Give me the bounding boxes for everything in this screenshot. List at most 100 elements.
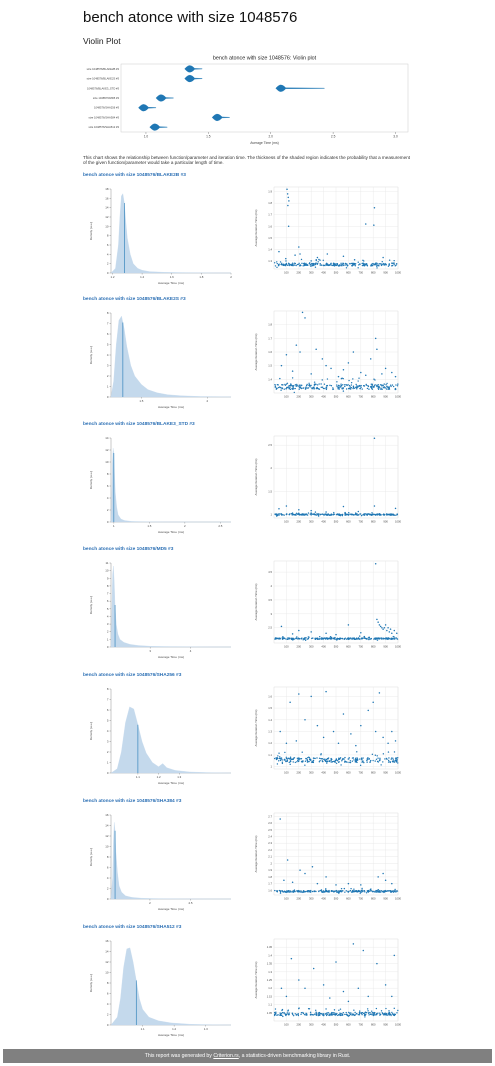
- regression-point: [368, 388, 370, 390]
- violin-category-label: size 1048576/BLAKE2B #3: [87, 67, 120, 71]
- regression-point: [379, 1012, 381, 1014]
- regression-point: [346, 264, 348, 266]
- regression-ytick-label: 1.8: [268, 875, 272, 879]
- regression-point: [382, 386, 385, 389]
- bench-link-sha512[interactable]: bench atonce with size 1048576/SHA512 #3: [83, 925, 182, 930]
- regression-point: [329, 1014, 331, 1017]
- regression-point: [298, 979, 300, 981]
- criterion-link[interactable]: Criterion.rs: [213, 1053, 239, 1059]
- regression-point: [288, 264, 290, 266]
- regression-point: [302, 639, 304, 641]
- regression-point: [340, 764, 342, 766]
- regression-point: [304, 760, 307, 762]
- regression-point: [369, 1013, 372, 1016]
- regression-point: [353, 1014, 356, 1017]
- regression-xtick-label: 400: [321, 520, 326, 524]
- regression-point: [357, 380, 359, 382]
- regression-point: [296, 757, 299, 760]
- pdf-xtick-label: 1.8: [199, 275, 203, 279]
- regression-point: [372, 1014, 375, 1017]
- bench-link-sha256[interactable]: bench atonce with size 1048576/SHA256 #3: [83, 673, 182, 678]
- regression-point: [293, 890, 296, 893]
- bench-title-blake2s[interactable]: bench atonce with size 1048576/BLAKE2S #…: [83, 297, 186, 302]
- regression-point: [329, 637, 332, 639]
- regression-point: [325, 511, 327, 513]
- regression-ytick-label: 1.6: [268, 888, 272, 892]
- regression-point: [378, 514, 381, 516]
- regression-point: [355, 890, 357, 893]
- regression-point: [338, 265, 340, 267]
- regression-point: [289, 761, 291, 763]
- regression-ytick-label: 1.35: [267, 962, 273, 966]
- regression-point: [356, 387, 358, 389]
- regression-point: [357, 514, 360, 516]
- bench-link-blake3-std[interactable]: bench atonce with size 1048576/BLAKE3_ST…: [83, 422, 195, 427]
- regression-ylabel: Average Iteration Time (ms): [254, 836, 258, 873]
- regression-point: [298, 693, 300, 695]
- regression-point: [390, 385, 392, 388]
- regression-point: [397, 1009, 399, 1012]
- bench-link-sha384[interactable]: bench atonce with size 1048576/SHA384 #3: [83, 799, 182, 804]
- regression-point: [285, 756, 287, 758]
- regression-point: [322, 1014, 325, 1017]
- regression-point: [277, 264, 280, 267]
- regression-ylabel: Average Iteration Time (ms): [254, 710, 258, 747]
- regression-point: [316, 637, 319, 640]
- pdf-ytick-label: 6: [107, 992, 109, 996]
- bench-link-md5[interactable]: bench atonce with size 1048576/MD5 #3: [83, 547, 174, 552]
- regression-xtick-label: 500: [334, 771, 339, 775]
- regression-point: [296, 761, 298, 763]
- pdf-ytick-label: 16: [105, 939, 109, 943]
- bench-title-blake2b[interactable]: bench atonce with size 1048576/BLAKE2B #…: [83, 173, 186, 178]
- regression-ytick-label: 1.4: [268, 247, 272, 251]
- regression-point: [344, 513, 347, 516]
- regression-point: [340, 383, 342, 385]
- pdf-ytick-label: 8: [107, 472, 109, 476]
- regression-point: [289, 388, 292, 391]
- regression-point: [370, 637, 373, 640]
- regression-xtick-label: 300: [309, 897, 314, 901]
- bench-title-sha384[interactable]: bench atonce with size 1048576/SHA384 #3: [83, 799, 181, 804]
- pdf-ytick-label: 8: [107, 687, 109, 691]
- pdf-xlabel: Average Time (ms): [158, 907, 184, 911]
- regression-point: [281, 262, 283, 265]
- pdf-ytick-label: 6: [107, 599, 109, 603]
- regression-point: [295, 264, 297, 267]
- regression-point: [302, 265, 304, 267]
- bench-title-sha512[interactable]: bench atonce with size 1048576/SHA512 #3: [83, 925, 181, 930]
- regression-point: [372, 701, 374, 703]
- regression-point: [297, 757, 300, 759]
- regression-point: [292, 386, 295, 388]
- pdf-chart-sha512: 0 2 4 6 8 10 12 14 16 1.1 1.2 1.3 Average Time (ms) D…: [89, 939, 232, 1037]
- regression-point: [358, 377, 360, 379]
- regression-point: [304, 987, 306, 989]
- bench-title-sha256[interactable]: bench atonce with size 1048576/SHA256 #3: [83, 673, 181, 678]
- regression-point: [289, 891, 291, 893]
- regression-point: [385, 1014, 387, 1016]
- regression-point: [385, 757, 388, 760]
- regression-point: [277, 755, 279, 757]
- regression-point: [354, 262, 356, 265]
- violin-category-label: 1048576/SHA256 #3: [94, 106, 119, 110]
- regression-point: [394, 514, 396, 517]
- regression-point: [304, 317, 306, 319]
- regression-ytick-label: 2.6: [268, 821, 272, 825]
- regression-point: [319, 264, 321, 266]
- regression-point: [286, 193, 289, 195]
- regression-point: [295, 385, 297, 387]
- bench-link-blake2b[interactable]: bench atonce with size 1048576/BLAKE2B #…: [83, 173, 186, 178]
- bench-link-blake2s[interactable]: bench atonce with size 1048576/BLAKE2S #…: [83, 297, 186, 302]
- regression-point: [325, 385, 328, 387]
- regression-point: [306, 387, 308, 389]
- bench-title-md5[interactable]: bench atonce with size 1048576/MD5 #3: [83, 547, 173, 552]
- regression-xtick-label: 600: [346, 395, 351, 399]
- bench-title-blake3-std[interactable]: bench atonce with size 1048576/BLAKE3_ST…: [83, 422, 195, 427]
- regression-xtick-label: 600: [346, 897, 351, 901]
- regression-point: [309, 385, 311, 387]
- regression-xtick-label: 100: [284, 271, 289, 275]
- regression-point: [331, 758, 333, 761]
- regression-point: [340, 891, 343, 893]
- regression-point: [299, 253, 301, 255]
- regression-point: [283, 879, 285, 881]
- regression-point: [348, 890, 350, 893]
